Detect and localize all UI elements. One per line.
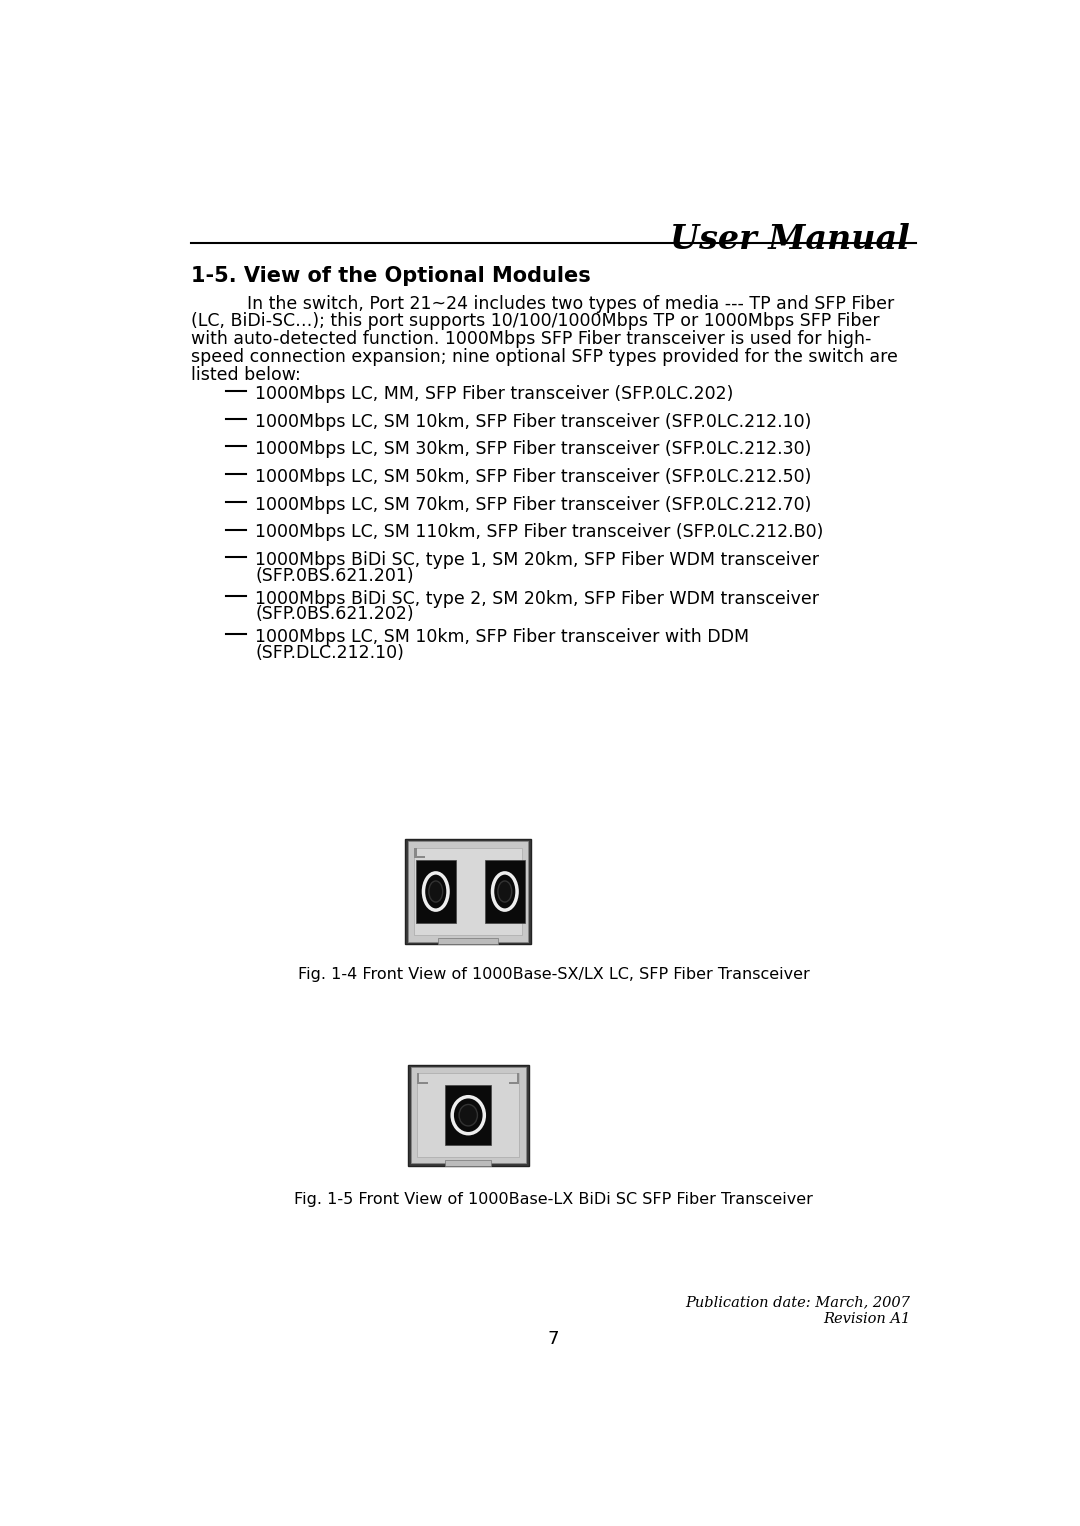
Bar (417, 1073, 519, 1157)
Bar (445, 1085, 491, 1144)
Text: Publication date: March, 2007: Publication date: March, 2007 (685, 1296, 910, 1309)
Ellipse shape (423, 873, 448, 909)
Text: (SFP.DLC.212.10): (SFP.DLC.212.10) (255, 644, 404, 662)
Bar (410, 1067, 526, 1163)
Text: (LC, BiDi-SC…); this port supports 10/100/1000Mbps TP or 1000Mbps SFP Fiber: (LC, BiDi-SC…); this port supports 10/10… (191, 313, 879, 331)
Text: Fig. 1-5 Front View of 1000Base-LX BiDi SC SFP Fiber Transceiver: Fig. 1-5 Front View of 1000Base-LX BiDi … (294, 1192, 813, 1207)
Text: 1000Mbps LC, SM 50km, SFP Fiber transceiver (SFP.0LC.212.50): 1000Mbps LC, SM 50km, SFP Fiber transcei… (255, 468, 811, 485)
Text: with auto-detected function. 1000Mbps SFP Fiber transceiver is used for high-: with auto-detected function. 1000Mbps SF… (191, 330, 872, 348)
Bar (417, 1073, 419, 1083)
Ellipse shape (492, 873, 517, 909)
Bar (417, 1082, 428, 1083)
Text: Fig. 1-4 Front View of 1000Base-SX/LX LC, SFP Fiber Transceiver: Fig. 1-4 Front View of 1000Base-SX/LX LC… (298, 967, 809, 981)
Text: 1000Mbps LC, MM, SFP Fiber transceiver (SFP.0LC.202): 1000Mbps LC, MM, SFP Fiber transceiver (… (255, 385, 733, 403)
Bar (509, 1082, 519, 1083)
Text: 1-5. View of the Optional Modules: 1-5. View of the Optional Modules (191, 266, 591, 287)
Bar (415, 847, 417, 859)
Bar (517, 1073, 519, 1083)
Ellipse shape (498, 881, 512, 902)
Bar (408, 1065, 529, 1166)
Text: (SFP.0BS.621.202): (SFP.0BS.621.202) (255, 606, 414, 623)
Ellipse shape (429, 881, 443, 902)
Text: 1000Mbps BiDi SC, type 1, SM 20km, SFP Fiber WDM transceiver: 1000Mbps BiDi SC, type 1, SM 20km, SFP F… (255, 551, 819, 569)
Bar (405, 839, 531, 945)
Text: 1000Mbps LC, SM 110km, SFP Fiber transceiver (SFP.0LC.212.B0): 1000Mbps LC, SM 110km, SFP Fiber transce… (255, 523, 824, 542)
Bar (445, 1160, 491, 1166)
Text: 1000Mbps LC, SM 10km, SFP Fiber transceiver with DDM: 1000Mbps LC, SM 10km, SFP Fiber transcei… (255, 629, 750, 645)
Ellipse shape (453, 1097, 484, 1134)
Ellipse shape (459, 1105, 477, 1126)
Text: In the switch, Port 21~24 includes two types of media --- TP and SFP Fiber: In the switch, Port 21~24 includes two t… (247, 295, 894, 313)
Text: 1000Mbps BiDi SC, type 2, SM 20km, SFP Fiber WDM transceiver: 1000Mbps BiDi SC, type 2, SM 20km, SFP F… (255, 589, 819, 607)
Text: 1000Mbps LC, SM 70km, SFP Fiber transceiver (SFP.0LC.212.70): 1000Mbps LC, SM 70km, SFP Fiber transcei… (255, 496, 811, 514)
Bar (408, 841, 528, 942)
Text: User Manual: User Manual (671, 223, 910, 256)
Bar (416, 861, 456, 923)
Text: (SFP.0BS.621.201): (SFP.0BS.621.201) (255, 566, 414, 584)
Text: 1000Mbps LC, SM 30km, SFP Fiber transceiver (SFP.0LC.212.30): 1000Mbps LC, SM 30km, SFP Fiber transcei… (255, 441, 811, 458)
Bar (415, 847, 522, 935)
Text: listed below:: listed below: (191, 366, 300, 383)
Bar (438, 938, 498, 945)
Text: 7: 7 (548, 1331, 559, 1349)
Bar (415, 856, 426, 859)
Text: speed connection expansion; nine optional SFP types provided for the switch are: speed connection expansion; nine optiona… (191, 348, 897, 366)
Text: Revision A1: Revision A1 (823, 1312, 910, 1326)
Text: 1000Mbps LC, SM 10km, SFP Fiber transceiver (SFP.0LC.212.10): 1000Mbps LC, SM 10km, SFP Fiber transcei… (255, 412, 811, 430)
Bar (485, 861, 525, 923)
